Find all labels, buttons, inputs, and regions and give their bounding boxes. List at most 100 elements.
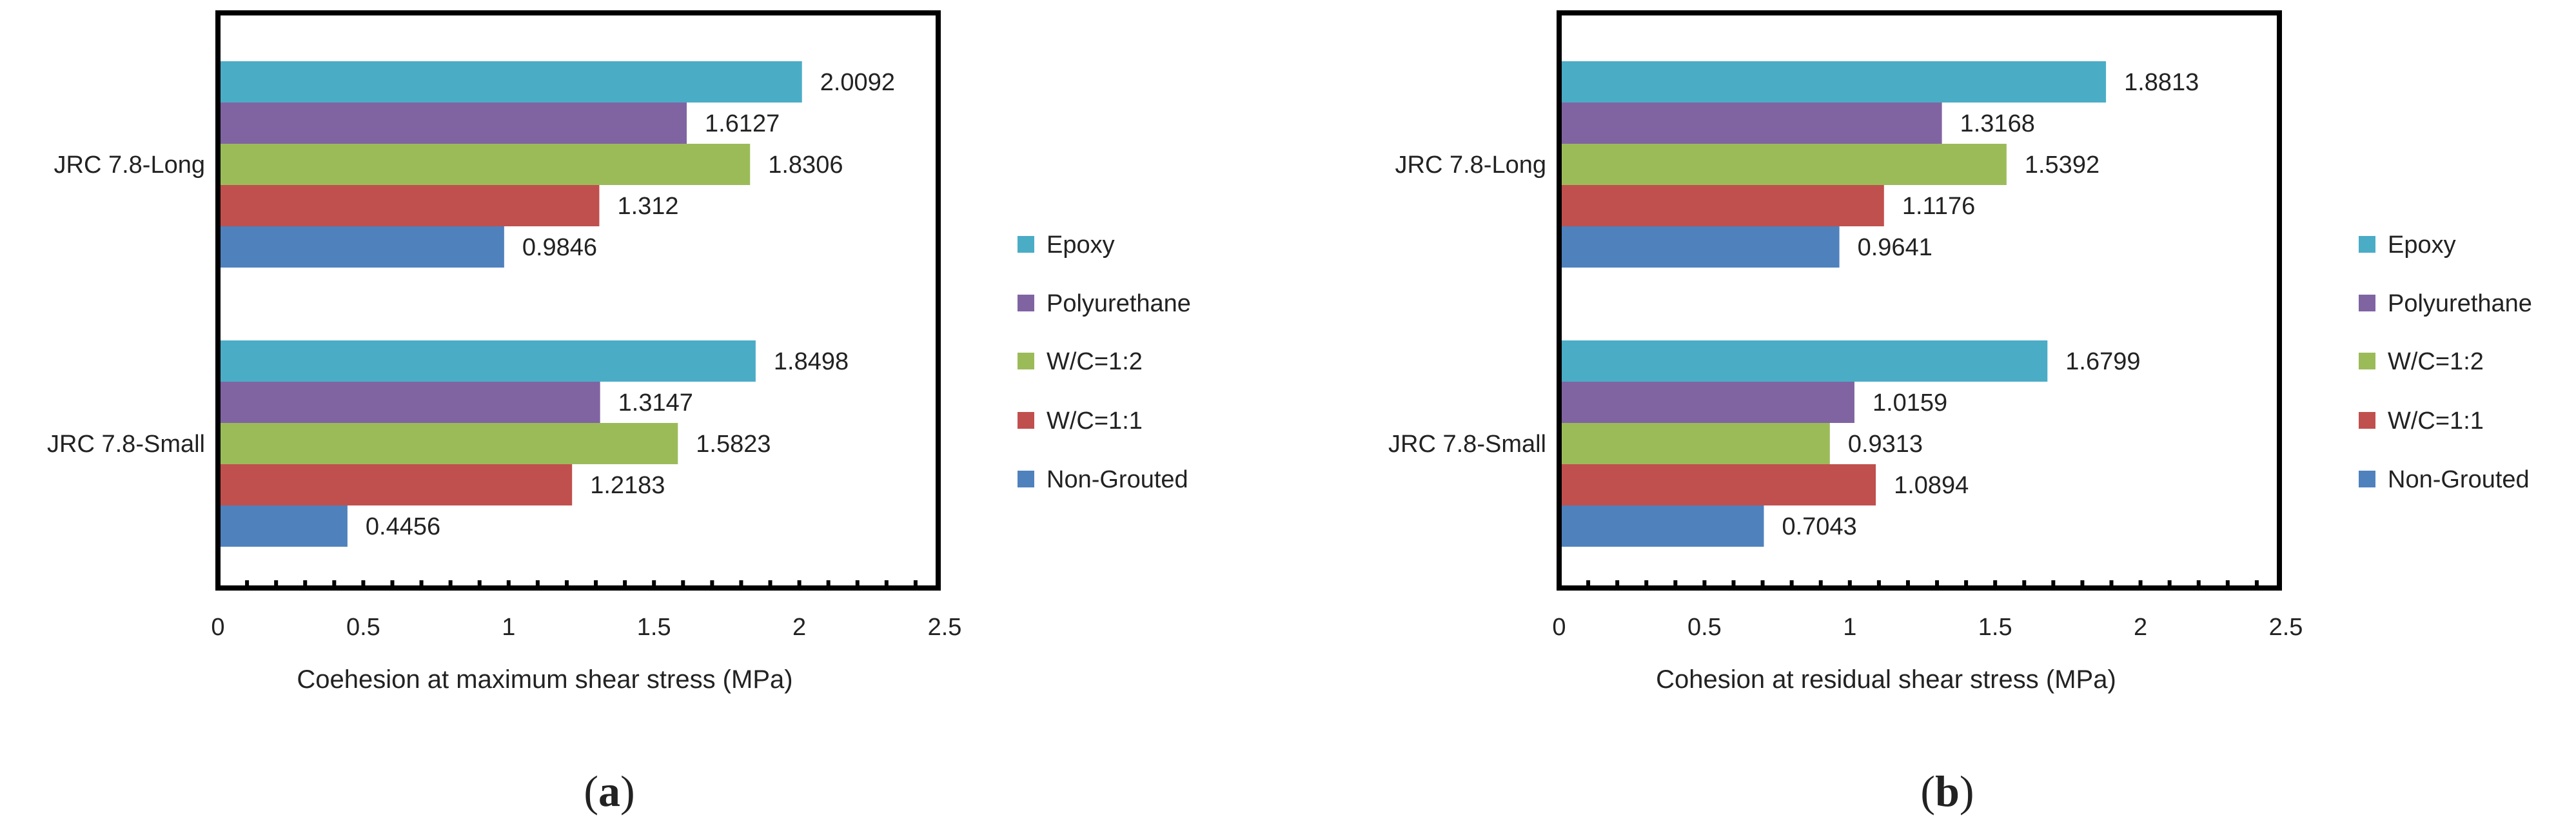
x-axis-minor-tick [1789,580,1794,588]
data-label-polyurethane-jrc-7-8-small: 1.3147 [618,389,693,416]
legend-label-epoxy: Epoxy [1047,231,1115,259]
x-axis-minor-tick [623,580,627,588]
x-tick-label-1: 1 [502,614,515,641]
x-tick-label-0: 0 [1552,614,1566,641]
data-label-non-grouted-jrc-7-8-small: 0.7043 [1782,513,1856,540]
data-label-w-c-1-2-jrc-7-8-small: 0.9313 [1848,431,1923,458]
legend-swatch-polyurethane [2359,295,2375,311]
legend-label-w-c-1-1: W/C=1:1 [1047,407,1143,435]
bar-epoxy-jrc-7-8-small [1559,340,2048,382]
data-label-w-c-1-1-jrc-7-8-long: 1.1176 [1902,193,1975,220]
x-axis-minor-tick [1673,580,1678,588]
data-label-w-c-1-2-jrc-7-8-small: 1.5823 [696,431,771,458]
bar-polyurethane-jrc-7-8-long [218,103,687,144]
x-axis-minor-tick [768,580,772,588]
bar-epoxy-jrc-7-8-long [218,61,802,103]
data-label-polyurethane-jrc-7-8-long: 1.6127 [705,110,780,137]
bar-w-c-1-2-jrc-7-8-long [218,144,751,185]
x-axis-minor-tick [274,580,279,588]
figure-caption: (b) [1920,767,1974,816]
x-axis-minor-tick [2109,580,2114,588]
data-label-polyurethane-jrc-7-8-long: 1.3168 [1960,110,2035,137]
legend-label-polyurethane: Polyurethane [1047,290,1191,317]
data-label-epoxy-jrc-7-8-long: 2.0092 [820,69,895,96]
x-tick-label-1-5: 1.5 [637,614,671,641]
bar-w-c-1-1-jrc-7-8-long [218,185,600,226]
data-label-w-c-1-1-jrc-7-8-long: 1.312 [617,193,678,220]
x-axis-minor-tick [390,580,395,588]
legend-swatch-w-c-1-2 [1018,353,1034,369]
x-axis-minor-tick [332,580,337,588]
bar-polyurethane-jrc-7-8-small [218,382,600,423]
category-label-jrc-7-8-small: JRC 7.8-Small [47,431,205,458]
legend-item-epoxy: Epoxy [2359,231,2456,259]
data-label-epoxy-jrc-7-8-small: 1.8498 [774,348,849,375]
legend-swatch-w-c-1-1 [2359,412,2375,429]
legend-label-epoxy: Epoxy [2388,231,2456,259]
caption-letter: b [1935,767,1960,816]
legend-swatch-w-c-1-1 [1018,412,1034,429]
x-tick-label-2: 2 [2134,614,2147,641]
caption-letter: a [598,767,620,816]
category-label-jrc-7-8-long: JRC 7.8-Long [54,152,205,179]
data-label-epoxy-jrc-7-8-small: 1.6799 [2065,348,2140,375]
bar-non-grouted-jrc-7-8-long [1559,226,1840,268]
x-tick-label-1: 1 [1843,614,1856,641]
x-axis-minor-tick [448,580,453,588]
x-axis-minor-tick [1702,580,1707,588]
legend-item-non-grouted: Non-Grouted [1018,466,1188,493]
x-axis-minor-tick [1615,580,1620,588]
legend-swatch-non-grouted [1018,471,1034,487]
x-axis-minor-tick [797,580,801,588]
x-axis-minor-tick [2196,580,2201,588]
data-label-w-c-1-2-jrc-7-8-long: 1.8306 [768,152,843,179]
legend-label-w-c-1-1: W/C=1:1 [2388,407,2484,435]
x-axis-minor-tick [2051,580,2056,588]
x-axis-minor-tick [594,580,598,588]
bar-w-c-1-2-jrc-7-8-long [1559,144,2007,185]
data-label-epoxy-jrc-7-8-long: 1.8813 [2124,69,2199,96]
data-label-non-grouted-jrc-7-8-small: 0.4456 [366,513,440,540]
legend-swatch-w-c-1-2 [2359,353,2375,369]
legend-swatch-epoxy [1018,236,1034,253]
data-label-polyurethane-jrc-7-8-small: 1.0159 [1873,389,1947,416]
legend-item-non-grouted: Non-Grouted [2359,466,2530,493]
x-axis-minor-tick [1876,580,1881,588]
legend-item-epoxy: Epoxy [1018,231,1115,259]
legend-label-polyurethane: Polyurethane [2388,290,2532,317]
x-axis-minor-tick [652,580,656,588]
x-axis-minor-tick [1644,580,1649,588]
x-axis-minor-tick [245,580,250,588]
x-axis-minor-tick [855,580,860,588]
bar-non-grouted-jrc-7-8-small [218,505,348,547]
bar-polyurethane-jrc-7-8-long [1559,103,1942,144]
x-axis-minor-tick [506,580,511,588]
bar-epoxy-jrc-7-8-long [1559,61,2107,103]
bar-w-c-1-2-jrc-7-8-small [218,423,678,464]
x-axis-minor-tick [2080,580,2085,588]
x-axis-minor-tick [681,580,685,588]
x-axis-minor-tick [1818,580,1823,588]
x-axis-minor-tick [913,580,918,588]
x-axis-minor-tick [2254,580,2259,588]
x-tick-label-0-5: 0.5 [346,614,380,641]
x-axis-minor-tick [419,580,424,588]
x-axis-minor-tick [2167,580,2172,588]
x-tick-label-2: 2 [792,614,806,641]
category-label-jrc-7-8-long: JRC 7.8-Long [1395,152,1546,179]
x-axis-minor-tick [826,580,831,588]
x-axis-minor-tick [1964,580,1969,588]
chart-panel-b: 1.8813 1.3168 1.5392 1.1176 0.9641 JRC 7.8-Lo… [1388,10,2532,816]
legend-item-w-c-1-1: W/C=1:1 [1018,407,1143,435]
data-label-w-c-1-1-jrc-7-8-small: 1.0894 [1894,472,1969,499]
bar-non-grouted-jrc-7-8-long [218,226,504,268]
plot-frame [1557,10,2282,591]
legend-label-w-c-1-2: W/C=1:2 [2388,348,2484,375]
x-axis-minor-tick [361,580,366,588]
x-axis-minor-tick [1586,580,1591,588]
legend-item-polyurethane: Polyurethane [1018,290,1191,317]
x-tick-label-2-5: 2.5 [928,614,962,641]
x-axis-minor-tick [2138,580,2143,588]
legend-label-non-grouted: Non-Grouted [2388,466,2530,493]
